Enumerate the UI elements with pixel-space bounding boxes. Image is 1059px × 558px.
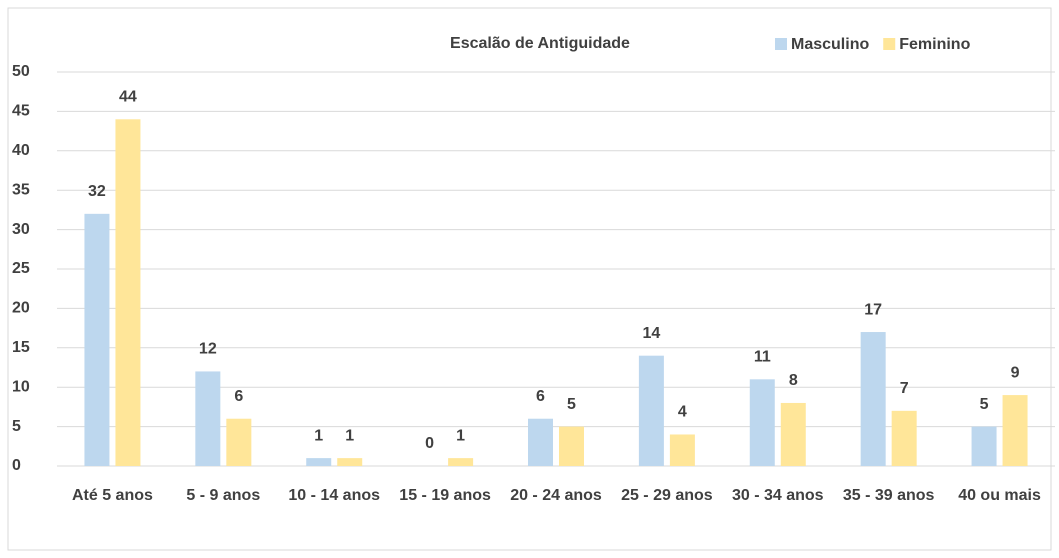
y-tick-label: 50 xyxy=(12,63,30,80)
data-label: 1 xyxy=(314,427,323,444)
bar xyxy=(115,119,141,466)
x-tick-label: 15 - 19 anos xyxy=(399,487,491,504)
bar xyxy=(559,426,584,466)
x-tick-label: 30 - 34 anos xyxy=(731,487,824,504)
y-tick-label: 40 xyxy=(12,142,30,159)
data-label: 12 xyxy=(199,341,217,358)
y-tick-label: 10 xyxy=(12,378,30,395)
data-label: 5 xyxy=(980,396,989,413)
bar xyxy=(780,402,806,466)
bar xyxy=(971,426,997,466)
data-label: 4 xyxy=(678,404,687,421)
data-label: 32 xyxy=(88,183,106,200)
y-tick-label: 45 xyxy=(12,103,30,120)
chart-title: Escalão de Antiguidade xyxy=(450,35,630,52)
data-label: 6 xyxy=(234,388,243,405)
bar xyxy=(337,458,363,466)
y-tick-label: 0 xyxy=(12,457,21,474)
legend-label: Masculino xyxy=(791,36,869,53)
y-tick-label: 30 xyxy=(12,221,30,238)
bar xyxy=(860,332,886,466)
data-label: 14 xyxy=(642,325,660,342)
data-label: 44 xyxy=(119,88,137,105)
y-tick-label: 15 xyxy=(12,339,30,356)
y-tick-label: 5 xyxy=(12,418,21,435)
bar xyxy=(306,458,332,466)
x-tick-label: 25 - 29 anos xyxy=(621,487,713,504)
data-label: 1 xyxy=(345,427,354,444)
x-tick-label: 40 ou mais xyxy=(958,487,1041,504)
data-label: 11 xyxy=(754,349,771,366)
bar xyxy=(226,418,252,466)
bar xyxy=(749,379,775,466)
data-label: 9 xyxy=(1011,364,1020,381)
legend-swatch xyxy=(883,38,896,50)
data-label: 5 xyxy=(567,396,576,413)
x-tick-label: 20 - 24 anos xyxy=(510,487,602,504)
bar xyxy=(528,418,553,466)
x-tick-label: 5 - 9 anos xyxy=(186,487,261,504)
y-tick-label: 20 xyxy=(12,300,30,317)
bar xyxy=(84,213,110,466)
legend-swatch xyxy=(775,38,787,50)
bar xyxy=(448,458,474,466)
chart-border xyxy=(7,7,1052,551)
y-tick-label: 35 xyxy=(12,181,30,198)
legend-label: Feminino xyxy=(899,36,970,53)
data-label: 6 xyxy=(536,388,545,405)
x-tick-label: 10 - 14 anos xyxy=(288,487,381,504)
data-label: 1 xyxy=(456,427,465,444)
x-tick-label: Até 5 anos xyxy=(71,487,153,504)
data-label: 7 xyxy=(900,380,909,397)
data-label: 17 xyxy=(864,301,882,318)
bar xyxy=(669,434,695,466)
x-tick-label: 35 - 39 anos xyxy=(842,487,935,504)
bar xyxy=(1002,395,1028,466)
y-tick-label: 25 xyxy=(12,260,30,277)
bar xyxy=(638,355,664,466)
bar xyxy=(195,371,221,466)
data-label: 0 xyxy=(425,435,434,452)
data-label: 8 xyxy=(789,372,798,389)
bar xyxy=(891,410,917,466)
